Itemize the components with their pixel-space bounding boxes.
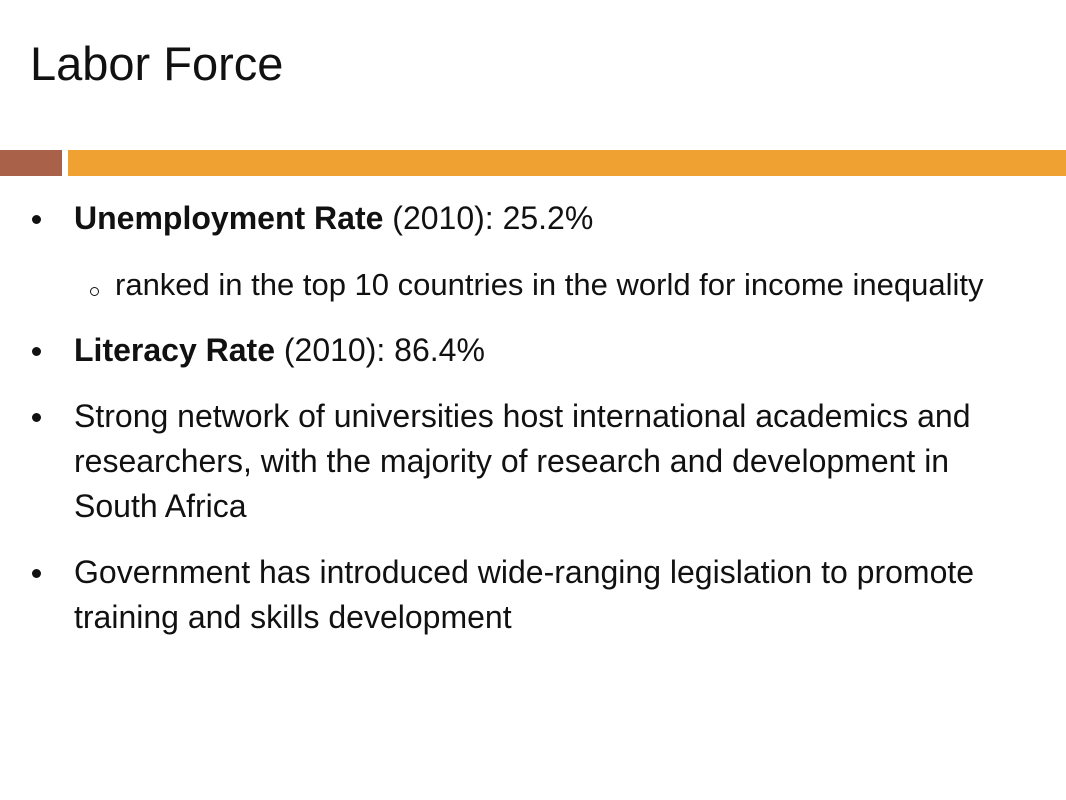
bullet-item: Government has introduced wide-ranging l… (30, 550, 990, 640)
bullet-text: (2010): 25.2% (392, 200, 594, 236)
bullet-text: Strong network of universities host inte… (74, 398, 971, 524)
bullet-item: Literacy Rate (2010): 86.4% (30, 328, 990, 373)
bullet-item: Unemployment Rate (2010): 25.2% ranked in… (30, 196, 990, 307)
sub-bullet: ranked in the top 10 countries in the wo… (74, 262, 990, 307)
bullet-text: Government has introduced wide-ranging l… (74, 554, 975, 635)
accent-bar (68, 150, 1066, 176)
bullet-list: Unemployment Rate (2010): 25.2% ranked in… (30, 196, 990, 661)
bullet-label: Literacy Rate (74, 332, 275, 368)
slide-title: Labor Force (30, 37, 284, 90)
bullet-label: Unemployment Rate (74, 200, 384, 236)
bullet-text: (2010): 86.4% (283, 332, 485, 368)
accent-bar (0, 150, 62, 176)
sub-list: ranked in the top 10 countries in the wo… (74, 262, 990, 307)
bullet-item: Strong network of universities host inte… (30, 394, 990, 529)
